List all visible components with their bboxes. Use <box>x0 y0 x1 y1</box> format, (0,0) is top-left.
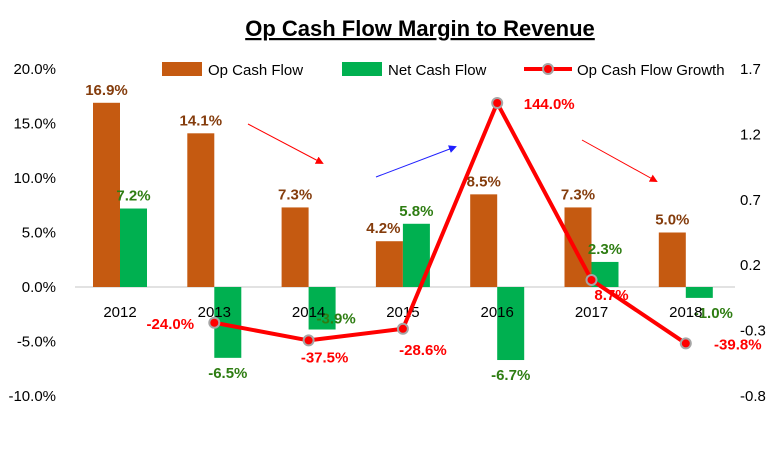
growth-marker <box>585 273 598 286</box>
growth-line: -24.0% -37.5% -28.6% 144.0% 8.7% -39.8% <box>147 96 762 366</box>
left-tick-label: 15.0% <box>13 116 56 133</box>
left-tick-label: -10.0% <box>8 388 56 405</box>
data-label: -3.9% <box>317 311 356 328</box>
x-tick-label: 2018 <box>669 304 702 321</box>
chart-title: Op Cash Flow Margin to Revenue <box>245 16 595 41</box>
legend-swatch-growth-marker <box>542 63 554 75</box>
data-label: 7.2% <box>116 188 150 205</box>
growth-data-label: -39.8% <box>714 336 762 353</box>
growth-marker <box>396 322 409 335</box>
op-cash-flow-bar <box>93 102 120 287</box>
x-tick-label: 2012 <box>103 304 136 321</box>
growth-data-label: -24.0% <box>147 316 195 333</box>
left-axis: 20.0% 15.0% 10.0% 5.0% 0.0% -5.0% -10.0% <box>8 61 56 405</box>
net-cash-flow-bar <box>685 287 713 298</box>
growth-data-label: 144.0% <box>524 96 575 113</box>
right-axis: 1.7 1.2 0.7 0.2 -0.3 -0.8 <box>740 61 766 405</box>
net-cash-flow-bar <box>120 208 147 287</box>
data-label: 4.2% <box>366 220 400 237</box>
x-tick-label: 2015 <box>386 304 419 321</box>
bars: 16.9% 14.1% 7.3% 4.2% 8.5% 7.3% 5.0% 7.2% -6.5% -… <box>85 82 733 384</box>
growth-marker <box>208 316 221 329</box>
growth-marker <box>491 97 504 110</box>
op-cash-flow-bar <box>187 133 215 287</box>
data-label: -6.7% <box>491 367 530 384</box>
left-tick-label: 5.0% <box>22 225 56 242</box>
right-tick-label: 0.7 <box>740 192 761 209</box>
legend-label-growth: Op Cash Flow Growth <box>577 62 725 79</box>
net-cash-flow-bar <box>308 287 336 330</box>
x-axis-labels: 2012 2013 2014 2015 2016 2017 2018 <box>103 304 702 321</box>
right-tick-label: -0.3 <box>740 323 766 340</box>
growth-data-label: -37.5% <box>301 349 349 366</box>
down-arrow-1 <box>247 123 324 164</box>
right-tick-label: 1.7 <box>740 61 761 78</box>
left-tick-label: 0.0% <box>22 279 56 296</box>
right-tick-label: -0.8 <box>740 388 766 405</box>
growth-marker <box>679 337 692 350</box>
data-label: 16.9% <box>85 82 128 99</box>
x-tick-label: 2017 <box>575 304 608 321</box>
up-arrow <box>375 145 457 178</box>
op-cash-flow-bar <box>658 232 686 287</box>
x-tick-label: 2016 <box>481 304 514 321</box>
left-tick-label: 20.0% <box>13 61 56 78</box>
left-tick-label: -5.0% <box>17 334 56 351</box>
x-tick-label: 2014 <box>292 304 325 321</box>
data-label: -1.0% <box>694 305 733 322</box>
legend-swatch-op-cash-flow <box>162 62 202 76</box>
right-tick-label: 0.2 <box>740 257 761 274</box>
x-tick-label: 2013 <box>198 304 231 321</box>
growth-data-label: -28.6% <box>399 342 447 359</box>
data-label: 5.0% <box>655 212 689 229</box>
data-label: 14.1% <box>180 112 223 129</box>
legend-label-net-cash-flow: Net Cash Flow <box>388 62 487 79</box>
net-cash-flow-bar <box>497 287 525 361</box>
growth-line-path <box>213 101 687 346</box>
left-tick-label: 10.0% <box>13 170 56 187</box>
growth-data-label: 8.7% <box>594 287 628 304</box>
legend-swatch-net-cash-flow <box>342 62 382 76</box>
legend-label-op-cash-flow: Op Cash Flow <box>208 62 303 79</box>
data-label: 5.8% <box>399 203 433 220</box>
growth-marker <box>302 334 315 347</box>
data-label: 2.3% <box>588 241 622 258</box>
data-label: 7.3% <box>561 186 595 203</box>
right-tick-label: 1.2 <box>740 126 761 143</box>
op-cash-flow-bar <box>281 207 309 287</box>
op-cash-flow-bar <box>375 241 403 287</box>
op-cash-flow-bar <box>470 194 498 287</box>
data-label: 7.3% <box>278 186 312 203</box>
trend-arrows <box>247 123 658 182</box>
legend: Op Cash Flow Net Cash Flow Op Cash Flow Gr… <box>162 62 725 79</box>
data-label: -6.5% <box>208 365 247 382</box>
down-arrow-2 <box>581 139 658 182</box>
data-label: 8.5% <box>467 173 501 190</box>
